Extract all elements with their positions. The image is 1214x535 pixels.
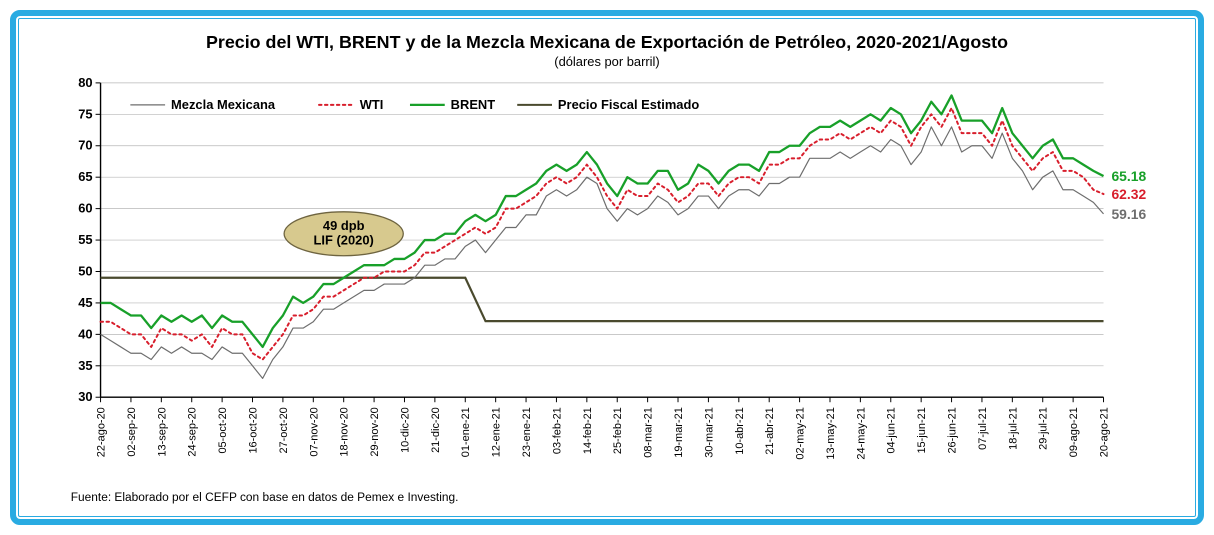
x-tick-label: 07-jul-21 (977, 407, 989, 450)
x-tick-label: 12-ene-21 (491, 407, 503, 457)
chart-title: Precio del WTI, BRENT y de la Mezcla Mex… (206, 32, 1008, 52)
x-tick-label: 24-sep-20 (187, 407, 199, 456)
y-tick-label: 40 (78, 326, 92, 341)
x-tick-label: 04-jun-21 (886, 407, 898, 453)
chart-source: Fuente: Elaborado por el CEFP con base e… (71, 490, 459, 504)
y-tick-label: 70 (78, 138, 92, 153)
legend-label: Mezcla Mexicana (171, 97, 276, 112)
x-tick-label: 19-mar-21 (673, 407, 685, 458)
x-tick-label: 02-sep-20 (126, 407, 138, 456)
x-tick-label: 05-oct-20 (217, 407, 229, 453)
y-tick-label: 50 (78, 263, 92, 278)
x-tick-label: 29-jul-21 (1038, 407, 1050, 450)
x-tick-label: 27-oct-20 (278, 407, 290, 453)
x-tick-label: 03-feb-21 (551, 407, 563, 454)
y-tick-label: 60 (78, 201, 92, 216)
x-tick-label: 13-sep-20 (156, 407, 168, 456)
x-tick-label: 30-mar-21 (703, 407, 715, 458)
x-tick-label: 08-mar-21 (643, 407, 655, 458)
x-tick-label: 10-dic-20 (399, 407, 411, 453)
x-tick-label: 14-feb-21 (582, 407, 594, 454)
x-tick-label: 18-jul-21 (1007, 407, 1019, 450)
x-tick-label: 22-ago-20 (96, 407, 108, 457)
x-tick-label: 21-abr-21 (764, 407, 776, 455)
y-tick-label: 45 (78, 295, 92, 310)
x-tick-label: 13-may-21 (825, 407, 837, 459)
y-tick-label: 55 (78, 232, 92, 247)
chart-subtitle: (dólares por barril) (554, 54, 659, 69)
x-tick-label: 23-ene-21 (521, 407, 533, 457)
annotation-text: LIF (2020) (314, 233, 374, 248)
x-tick-label: 26-jun-21 (947, 407, 959, 453)
x-tick-label: 02-may-21 (795, 407, 807, 459)
x-tick-label: 29-nov-20 (369, 407, 381, 456)
y-tick-label: 35 (78, 358, 92, 373)
x-tick-label: 18-nov-20 (339, 407, 351, 456)
legend-label: WTI (360, 97, 384, 112)
x-tick-label: 25-feb-21 (612, 407, 624, 454)
x-tick-label: 16-oct-20 (248, 407, 260, 453)
annotation-text: 49 dpb (323, 218, 365, 233)
x-tick-label: 07-nov-20 (308, 407, 320, 456)
series-mezcla (101, 127, 1104, 378)
x-tick-label: 20-ago-21 (1099, 407, 1111, 457)
y-tick-label: 30 (78, 389, 92, 404)
y-tick-label: 75 (78, 106, 92, 121)
legend-label: BRENT (451, 97, 496, 112)
y-tick-label: 80 (78, 75, 92, 90)
oil-price-chart: Precio del WTI, BRENT y de la Mezcla Mex… (36, 28, 1178, 507)
end-value-label: 62.32 (1111, 186, 1146, 202)
x-tick-label: 09-ago-21 (1068, 407, 1080, 457)
end-value-label: 59.16 (1111, 206, 1146, 222)
x-tick-label: 15-jun-21 (916, 407, 928, 453)
y-tick-label: 65 (78, 169, 92, 184)
x-tick-label: 10-abr-21 (734, 407, 746, 455)
legend-label: Precio Fiscal Estimado (558, 97, 699, 112)
x-tick-label: 01-ene-21 (460, 407, 472, 457)
x-tick-label: 24-may-21 (855, 407, 867, 459)
series-fiscal (101, 278, 1104, 321)
end-value-label: 65.18 (1111, 168, 1146, 184)
series-brent (101, 95, 1104, 346)
x-tick-label: 21-dic-20 (430, 407, 442, 453)
